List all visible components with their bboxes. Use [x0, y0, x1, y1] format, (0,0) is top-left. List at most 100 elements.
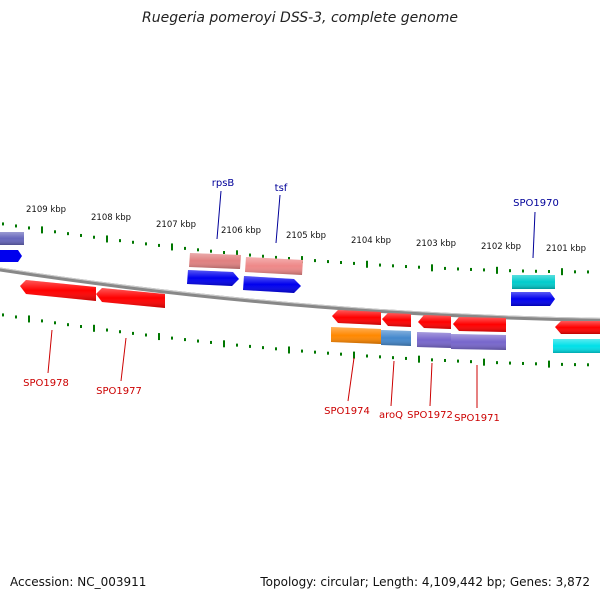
gene-label-SPO1972[interactable]: SPO1972: [407, 410, 453, 421]
scale-tick: [106, 328, 108, 332]
gene-feature-shade: [332, 310, 381, 325]
scale-label: 2109 kbp: [26, 205, 66, 215]
scale-tick: [262, 346, 264, 350]
scale-tick: [288, 257, 290, 261]
scale-tick: [561, 362, 563, 366]
gene-label-SPO1970[interactable]: SPO1970: [513, 198, 559, 209]
scale-tick: [223, 251, 225, 255]
gene-feature-shade: [187, 270, 239, 286]
gene-label-tsf[interactable]: tsf: [275, 183, 288, 194]
leader-line: [47, 329, 53, 374]
scale-tick: [353, 261, 355, 265]
scale-tick: [54, 321, 56, 325]
scale-tick: [41, 319, 43, 323]
scale-tick: [327, 351, 329, 355]
scale-tick: [548, 270, 550, 273]
leader-line: [275, 194, 281, 244]
scale-tick: [340, 261, 342, 265]
scale-tick: [236, 343, 238, 347]
scale-tick: [470, 267, 472, 271]
scale-tick: [509, 361, 511, 365]
gene-feature-shade: [555, 321, 600, 334]
leader-line: [347, 357, 355, 402]
scale-tick: [80, 325, 82, 329]
scale-tick: [67, 232, 69, 236]
gene-SPO1971-shade: [451, 334, 506, 350]
gene-aroQ-shade: [381, 330, 411, 346]
scale-tick: [535, 362, 537, 366]
scale-label: 2105 kbp: [286, 231, 326, 241]
scale-tick: [184, 338, 186, 342]
gene-label-SPO1974[interactable]: SPO1974: [324, 406, 370, 417]
scale-tick: [158, 243, 160, 247]
scale-label: 2107 kbp: [156, 220, 196, 230]
scale-label: 2104 kbp: [351, 236, 391, 246]
scale-tick: [405, 356, 407, 360]
genome-summary: Topology: circular; Length: 4,109,442 bp…: [259, 575, 590, 589]
label-leaders: [47, 190, 536, 408]
scale-tick: [431, 358, 433, 362]
scale-tick: [262, 254, 264, 258]
scale-tick: [197, 339, 199, 343]
scale-tick: [210, 340, 212, 344]
gene-SPO1970-shade: [512, 275, 555, 289]
scale-tick: [80, 233, 82, 237]
scale-tick: [301, 349, 303, 353]
scale-tick: [483, 268, 485, 272]
scale-tick: [366, 260, 368, 268]
leader-line: [532, 211, 536, 259]
gene-feature-shade: [553, 339, 600, 353]
scale-tick: [392, 356, 394, 360]
gene-label-SPO1978[interactable]: SPO1978: [23, 378, 69, 389]
leader-line: [120, 337, 127, 382]
scale-tick: [132, 331, 134, 335]
scale-tick: [379, 263, 381, 267]
gene-feature-shade: [453, 317, 506, 332]
gene-label-SPO1971[interactable]: SPO1971: [454, 413, 500, 424]
scale-label: 2106 kbp: [221, 226, 261, 236]
gene-feature[interactable]: [0, 250, 22, 262]
scale-tick: [275, 255, 277, 259]
scale-tick: [275, 347, 277, 351]
scale-tick: [535, 269, 537, 273]
scale-tick: [314, 259, 316, 263]
scale-tick: [28, 226, 30, 230]
scale-tick: [314, 350, 316, 354]
scale-tick: [171, 336, 173, 340]
gene-SPO1977-shade: [96, 288, 165, 308]
scale-tick: [470, 360, 472, 364]
scale-tick: [496, 266, 498, 274]
scale-tick: [522, 361, 524, 365]
scale-tick: [197, 248, 199, 252]
scale-tick: [587, 270, 589, 274]
scale-tick: [145, 242, 147, 246]
scale-tick: [457, 267, 459, 271]
scale-tick: [379, 355, 381, 359]
scale-tick: [431, 264, 433, 272]
scale-tick: [327, 260, 329, 264]
scale-labels: 2109 kbp 2108 kbp 2107 kbp 2106 kbp 2105…: [26, 205, 586, 254]
scale-tick: [574, 270, 576, 274]
scale-tick: [587, 363, 589, 367]
gene-label-SPO1977[interactable]: SPO1977: [96, 386, 142, 397]
scale-tick: [119, 330, 121, 334]
scale-tick: [93, 324, 95, 332]
scale-tick: [548, 360, 550, 368]
scale-tick: [509, 269, 511, 273]
leader-line: [390, 360, 395, 407]
genome-backbone: [0, 267, 600, 322]
gene-label-rpsB[interactable]: rpsB: [212, 178, 235, 189]
scale-tick: [145, 333, 147, 337]
gene-label-aroQ[interactable]: aroQ: [379, 410, 403, 421]
scale-tick: [184, 246, 186, 250]
gene-labels: rpsB tsf SPO1970 SPO1978 SPO1977 SPO1974…: [23, 178, 559, 424]
scale-tick: [158, 333, 160, 341]
gene-feature-shade: [0, 232, 24, 245]
scale-tick: [93, 235, 95, 239]
scale-tick: [405, 265, 407, 269]
scale-tick: [444, 266, 446, 270]
scale-tick: [236, 250, 238, 258]
scale-tick: [119, 239, 121, 243]
scale-tick: [340, 352, 342, 356]
